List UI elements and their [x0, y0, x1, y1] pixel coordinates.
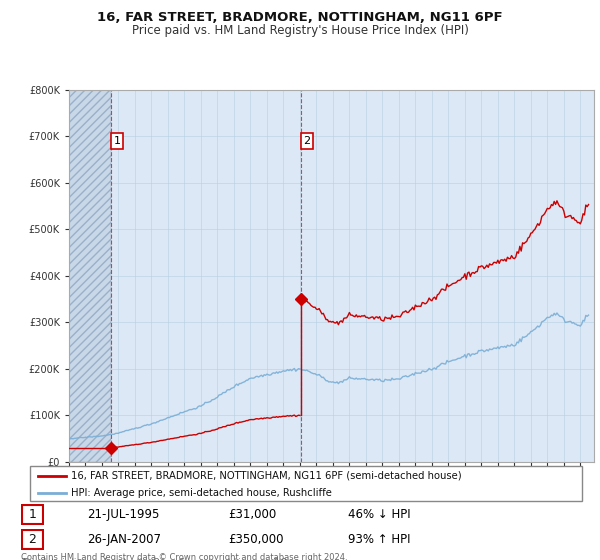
- Text: 2: 2: [28, 533, 37, 546]
- Text: 16, FAR STREET, BRADMORE, NOTTINGHAM, NG11 6PF (semi-detached house): 16, FAR STREET, BRADMORE, NOTTINGHAM, NG…: [71, 471, 462, 481]
- Text: HPI: Average price, semi-detached house, Rushcliffe: HPI: Average price, semi-detached house,…: [71, 488, 332, 497]
- Text: Price paid vs. HM Land Registry's House Price Index (HPI): Price paid vs. HM Land Registry's House …: [131, 24, 469, 36]
- Text: Contains HM Land Registry data © Crown copyright and database right 2024.: Contains HM Land Registry data © Crown c…: [21, 553, 347, 560]
- Text: 1: 1: [28, 508, 37, 521]
- Text: 21-JUL-1995: 21-JUL-1995: [87, 508, 160, 521]
- Text: This data is licensed under the Open Government Licence v3.0.: This data is licensed under the Open Gov…: [21, 558, 289, 560]
- Text: 16, FAR STREET, BRADMORE, NOTTINGHAM, NG11 6PF: 16, FAR STREET, BRADMORE, NOTTINGHAM, NG…: [97, 11, 503, 24]
- Text: £350,000: £350,000: [228, 533, 284, 546]
- Text: 26-JAN-2007: 26-JAN-2007: [87, 533, 161, 546]
- Text: 1: 1: [113, 136, 121, 146]
- Text: £31,000: £31,000: [228, 508, 276, 521]
- Text: 2: 2: [304, 136, 311, 146]
- Text: 46% ↓ HPI: 46% ↓ HPI: [348, 508, 410, 521]
- Text: 93% ↑ HPI: 93% ↑ HPI: [348, 533, 410, 546]
- Bar: [69, 90, 111, 462]
